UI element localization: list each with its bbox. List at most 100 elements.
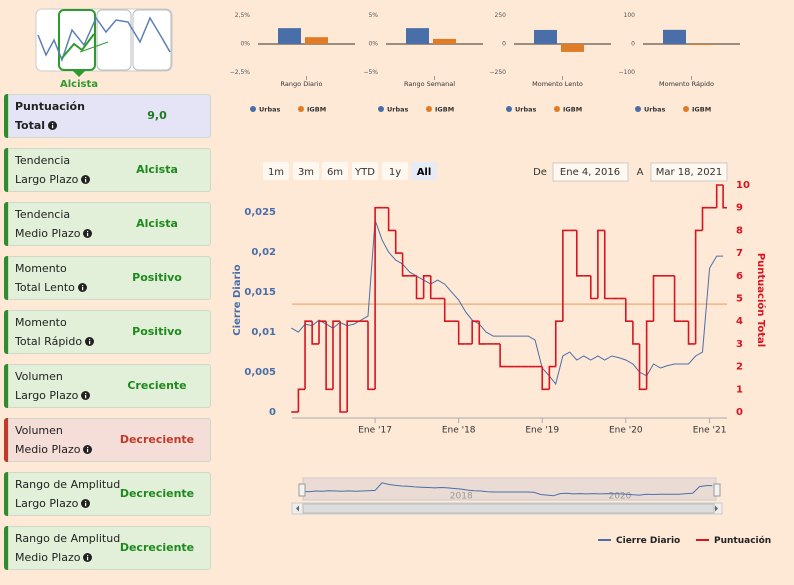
indicator-card: Momento Total Rápido Positivo	[4, 310, 211, 354]
step-segment	[367, 321, 376, 391]
range-from-input[interactable]	[552, 162, 629, 182]
card-value: Positivo	[132, 325, 182, 338]
y2-tick-label: 8	[736, 225, 743, 236]
card-value: Alcista	[136, 217, 178, 230]
range-to-input[interactable]	[650, 162, 728, 182]
navigator-label: 2018	[450, 492, 473, 502]
range-to-value: Mar 18, 2021	[656, 167, 723, 178]
step-segment	[652, 275, 661, 322]
info-icon[interactable]	[83, 229, 93, 238]
y-tick-label: 0,025	[244, 207, 276, 218]
step-segment	[576, 230, 584, 277]
step-segment	[339, 321, 348, 413]
range-button[interactable]	[411, 162, 437, 180]
y2-tick-label: 3	[736, 339, 743, 350]
card-subtitle-text: Total Rápido	[15, 335, 83, 348]
range-button-label: YTD	[354, 167, 375, 178]
step-segment	[478, 321, 487, 345]
legend-label[interactable]: Puntuación	[714, 535, 771, 546]
card-subtitle: Largo Plazo	[15, 389, 91, 402]
card-subtitle: Largo Plazo	[15, 497, 91, 510]
card-title: Volumen	[15, 424, 63, 437]
range-button[interactable]	[293, 162, 319, 180]
card-title: Tendencia	[15, 208, 71, 221]
bar	[561, 44, 584, 52]
card-subtitle: Medio Plazo	[15, 551, 93, 564]
step-segment	[694, 229, 703, 344]
y-tick-label: 0	[269, 407, 276, 418]
step-segment	[325, 321, 333, 391]
y2-tick-label: 2	[736, 362, 743, 373]
y-tick-label: 0	[502, 41, 506, 48]
bar	[534, 29, 557, 44]
y-tick-label: 0%	[240, 41, 250, 48]
range-from-label: De	[533, 167, 547, 178]
legend-marker	[378, 106, 384, 112]
legend-label: Urbas	[259, 106, 281, 114]
y-tick-label: −250	[490, 69, 507, 76]
range-button[interactable]	[263, 162, 289, 180]
info-icon[interactable]	[85, 337, 95, 346]
y-tick-label: 2,5%	[235, 12, 251, 19]
bar	[433, 38, 456, 44]
navigator	[302, 477, 717, 501]
step-segment	[297, 388, 306, 412]
card-subtitle: Total	[15, 119, 58, 132]
logo-icon	[35, 8, 173, 77]
card-subtitle-text: Largo Plazo	[15, 497, 79, 510]
range-button[interactable]	[322, 162, 348, 180]
card-subtitle: Medio Plazo	[15, 227, 93, 240]
step-segment	[687, 321, 696, 345]
legend-label[interactable]: Cierre Diario	[616, 536, 680, 546]
y2-tick-label: 0	[736, 407, 743, 418]
step-segment	[422, 275, 431, 299]
navigator-handle[interactable]	[713, 483, 721, 497]
legend-label: IGBM	[307, 106, 326, 114]
y2-axis-title: Puntuación Total	[755, 253, 767, 347]
indicator-card: Tendencia Medio Plazo Alcista	[4, 202, 211, 246]
card-subtitle: Largo Plazo	[15, 173, 91, 186]
bar	[278, 28, 301, 44]
card-value: Alcista	[136, 163, 178, 176]
range-button-label: 6m	[327, 167, 343, 178]
legend-marker	[683, 106, 689, 112]
x-tick-label: Ene '17	[358, 426, 392, 436]
info-icon[interactable]	[48, 121, 58, 130]
y2-tick-label: 7	[736, 248, 743, 259]
card-value: Decreciente	[119, 487, 195, 500]
step-segment	[562, 229, 570, 322]
y2-tick-label: 1	[736, 384, 743, 395]
step-segment	[715, 184, 724, 208]
card-title: Momento	[15, 262, 67, 275]
info-icon[interactable]	[77, 283, 87, 292]
info-icon[interactable]	[81, 391, 91, 400]
y-tick-label: 5%	[368, 12, 378, 19]
step-segment	[374, 206, 383, 390]
y-tick-label: 250	[495, 12, 507, 19]
indicator-card: Volumen Largo Plazo Creciente	[4, 364, 211, 408]
bar	[663, 29, 686, 44]
range-button[interactable]	[382, 162, 408, 180]
legend-label: Urbas	[644, 106, 666, 114]
x-tick-label: Ene '18	[442, 426, 476, 436]
card-title: Rango de Amplitud	[15, 478, 121, 491]
x-tick-label: Ene '19	[525, 426, 559, 436]
info-icon[interactable]	[81, 175, 91, 184]
x-axis-label: Momento Lento	[532, 80, 583, 88]
y-tick-label: 0,02	[251, 247, 276, 258]
step-segment	[603, 230, 612, 300]
y-axis-title: Cierre Diario	[232, 264, 243, 336]
step-segment	[311, 321, 320, 345]
info-icon[interactable]	[83, 553, 93, 562]
step-segment	[346, 320, 355, 412]
logo-label: Alcista	[60, 79, 98, 90]
card-subtitle: Total Lento	[15, 281, 87, 294]
bar	[406, 28, 429, 44]
x-tick-label: Ene '20	[609, 426, 643, 436]
info-icon[interactable]	[83, 445, 93, 454]
range-button[interactable]	[352, 162, 378, 180]
navigator-handle[interactable]	[298, 483, 306, 497]
info-icon[interactable]	[81, 499, 91, 508]
